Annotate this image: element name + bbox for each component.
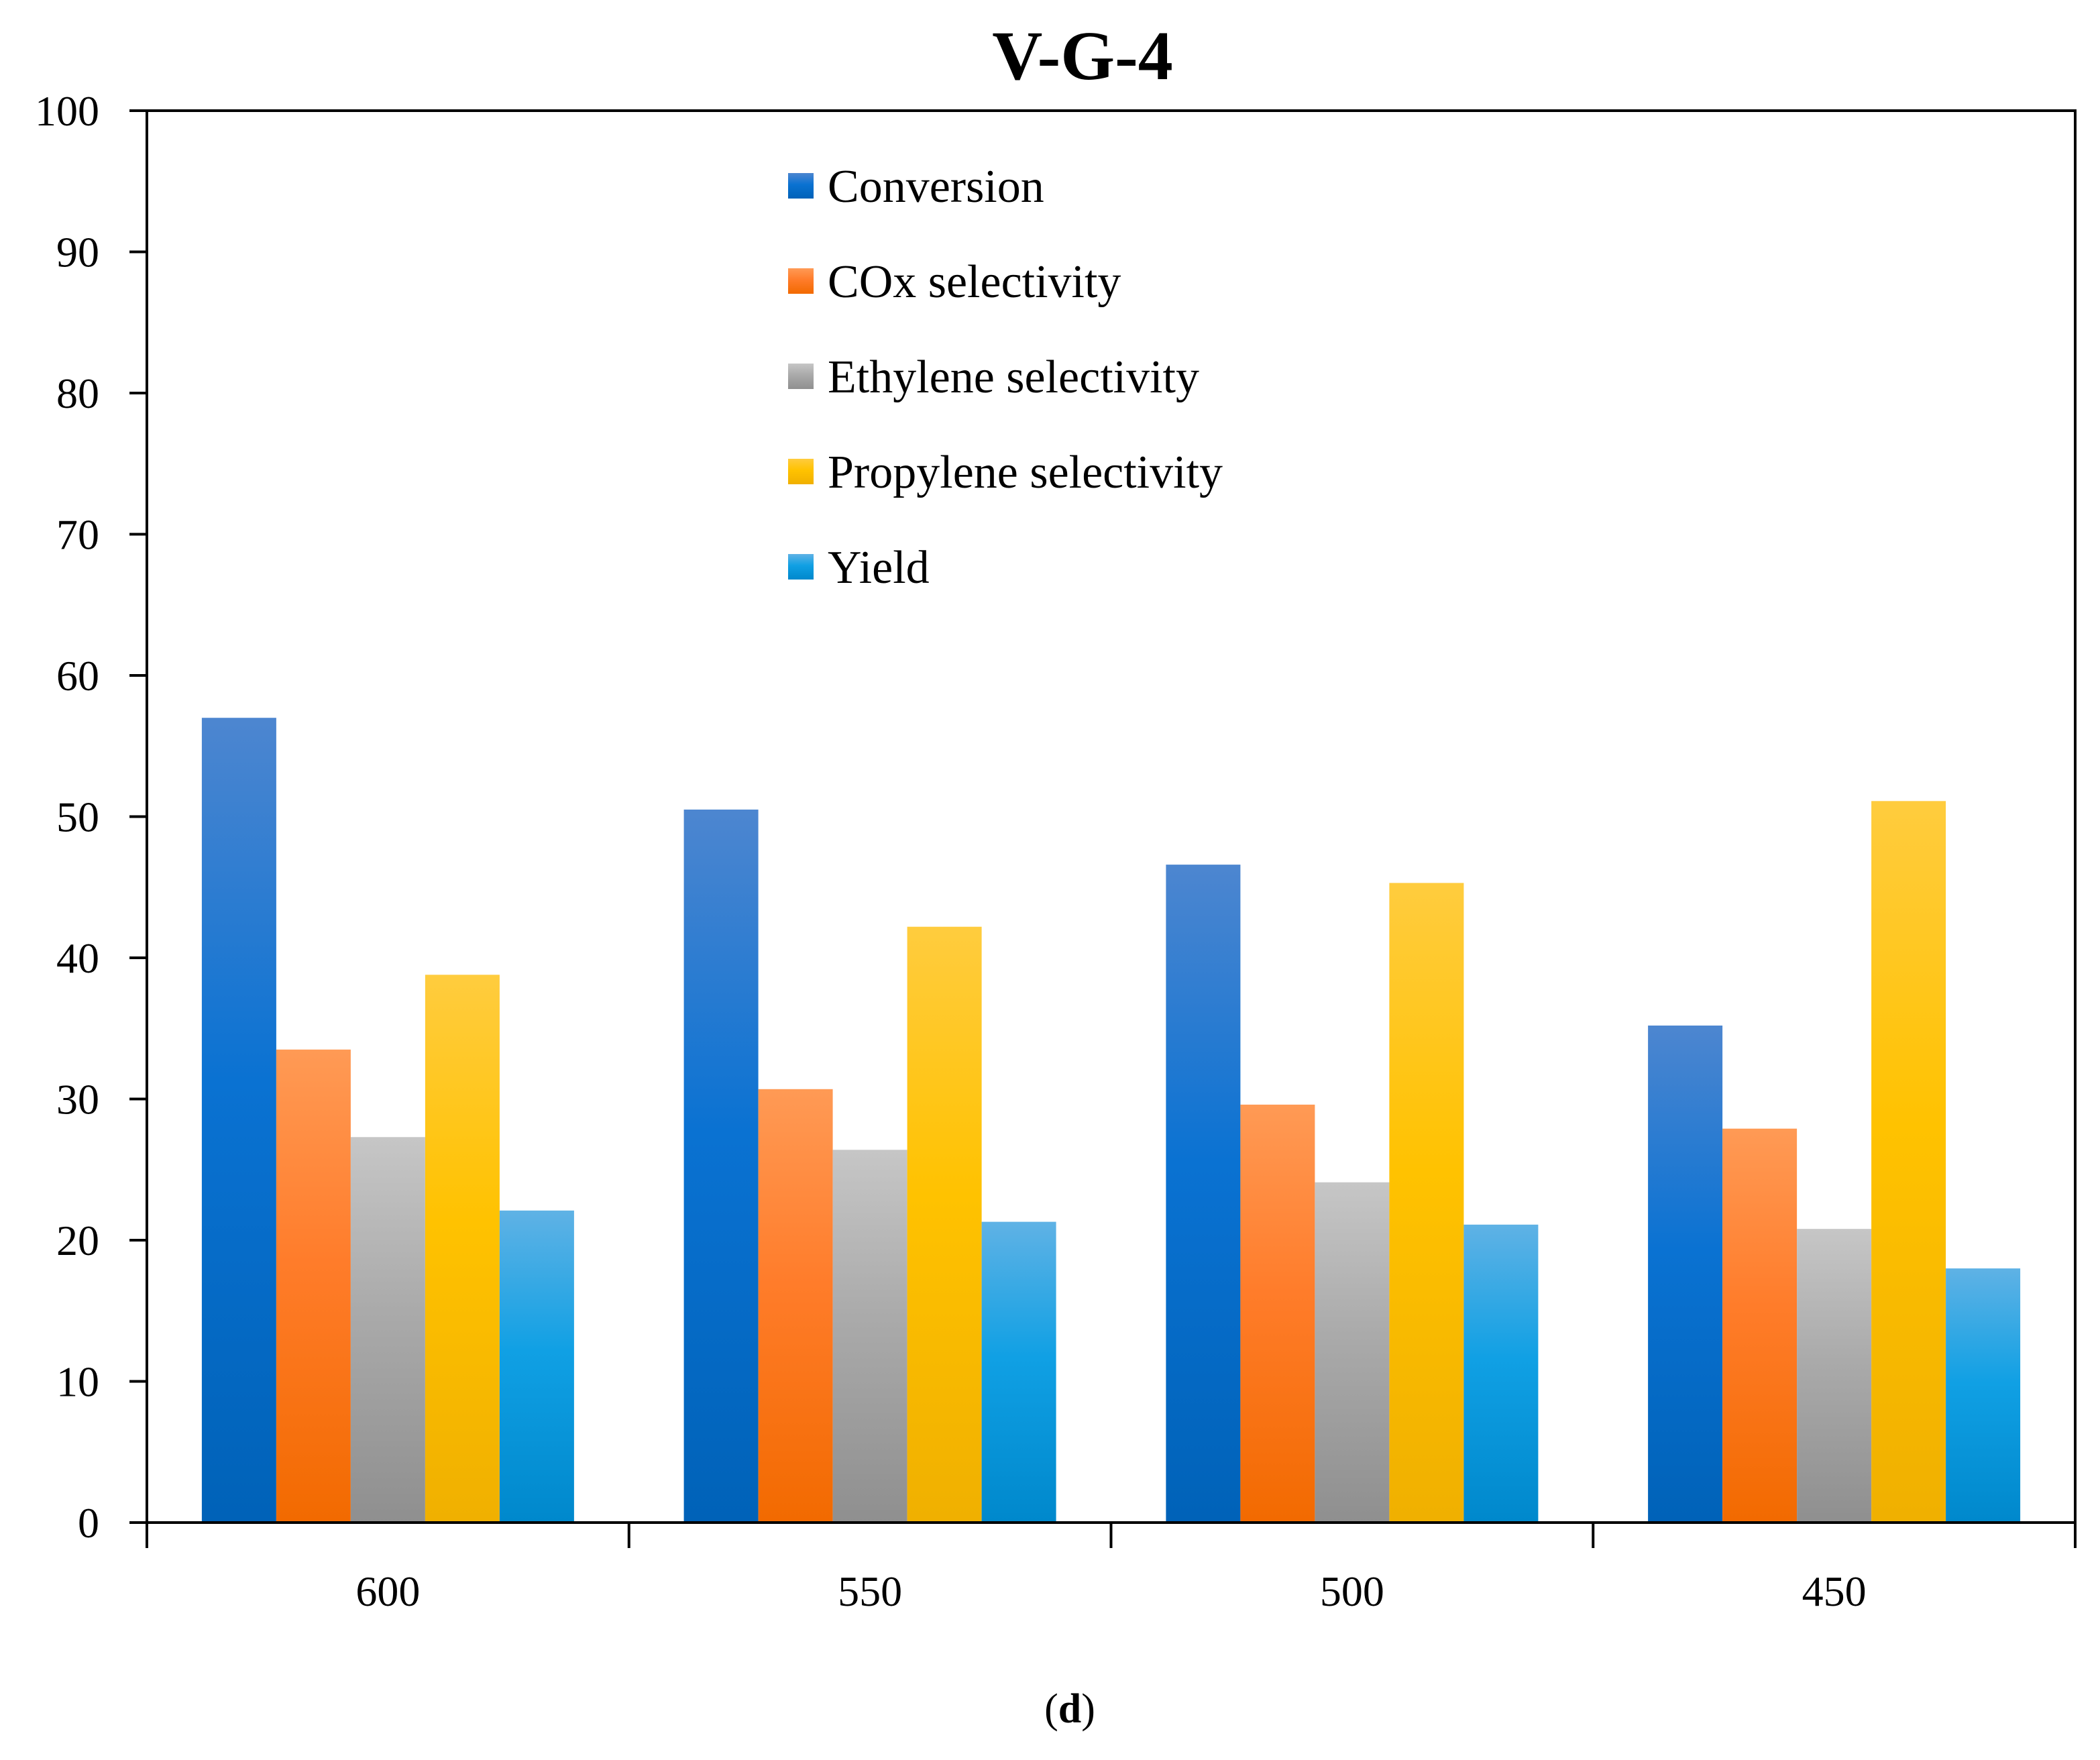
y-tick-label-90: 90 xyxy=(56,229,99,276)
y-tick-label-20: 20 xyxy=(56,1217,99,1264)
y-tick-label-10: 10 xyxy=(56,1358,99,1406)
bar-propylene-selectivity-500 xyxy=(1389,883,1464,1523)
y-tick-label-60: 60 xyxy=(56,652,99,700)
bar-propylene-selectivity-450 xyxy=(1871,801,1946,1523)
legend-label-yield: Yield xyxy=(828,542,930,594)
y-tick-label-0: 0 xyxy=(78,1499,99,1547)
y-tick-label-70: 70 xyxy=(56,511,99,559)
bar-yield-550 xyxy=(981,1221,1056,1523)
x-tick-label-450: 450 xyxy=(1802,1568,1867,1615)
bar-cox-selectivity-550 xyxy=(758,1089,833,1523)
y-tick-label-80: 80 xyxy=(56,370,99,417)
bar-ethylene-selectivity-550 xyxy=(832,1150,907,1523)
legend: Conversion COx selectivity Ethylene select… xyxy=(788,161,1223,594)
bar-propylene-selectivity-600 xyxy=(425,975,500,1523)
bar-yield-450 xyxy=(1946,1268,2021,1523)
bar-cox-selectivity-500 xyxy=(1240,1104,1315,1523)
bar-cox-selectivity-600 xyxy=(276,1049,351,1523)
bar-ethylene-selectivity-600 xyxy=(350,1137,425,1523)
x-tick-label-500: 500 xyxy=(1320,1568,1384,1615)
legend-swatch-propylene-selectivity xyxy=(788,459,814,484)
x-tick-label-600: 600 xyxy=(355,1568,420,1615)
legend-swatch-conversion xyxy=(788,173,814,199)
bar-propylene-selectivity-550 xyxy=(907,926,982,1523)
legend-label-cox-selectivity: COx selectivity xyxy=(828,256,1121,308)
chart-title: V-G-4 xyxy=(992,17,1173,95)
x-tick-label-550: 550 xyxy=(838,1568,902,1615)
legend-swatch-cox-selectivity xyxy=(788,268,814,294)
y-tick-label-100: 100 xyxy=(35,87,99,135)
legend-swatch-yield xyxy=(788,554,814,580)
caption-letter: d xyxy=(1058,1686,1081,1732)
legend-label-propylene-selectivity: Propylene selectivity xyxy=(828,447,1223,498)
figure-caption: (d) xyxy=(1044,1686,1095,1732)
bar-cox-selectivity-450 xyxy=(1722,1128,1798,1523)
axes-layer: 0 10 20 30 40 50 60 70 80 90 100 600 550 500 450 xyxy=(35,87,2077,1615)
bar-conversion-450 xyxy=(1648,1026,1723,1523)
caption-close: ) xyxy=(1081,1686,1095,1732)
bar-ethylene-selectivity-500 xyxy=(1315,1182,1390,1523)
caption-open: ( xyxy=(1044,1686,1058,1732)
bars-layer xyxy=(201,718,2021,1523)
legend-swatch-ethylene-selectivity xyxy=(788,364,814,389)
legend-label-ethylene-selectivity: Ethylene selectivity xyxy=(828,351,1199,403)
bar-yield-500 xyxy=(1463,1224,1539,1523)
bar-ethylene-selectivity-450 xyxy=(1797,1229,1872,1523)
bar-conversion-600 xyxy=(201,718,276,1523)
bar-yield-600 xyxy=(499,1210,574,1523)
y-tick-label-40: 40 xyxy=(56,934,99,982)
bar-conversion-550 xyxy=(683,810,759,1523)
legend-label-conversion: Conversion xyxy=(828,161,1044,213)
y-tick-label-30: 30 xyxy=(56,1076,99,1123)
bar-conversion-500 xyxy=(1166,865,1241,1523)
y-tick-label-50: 50 xyxy=(56,793,99,841)
